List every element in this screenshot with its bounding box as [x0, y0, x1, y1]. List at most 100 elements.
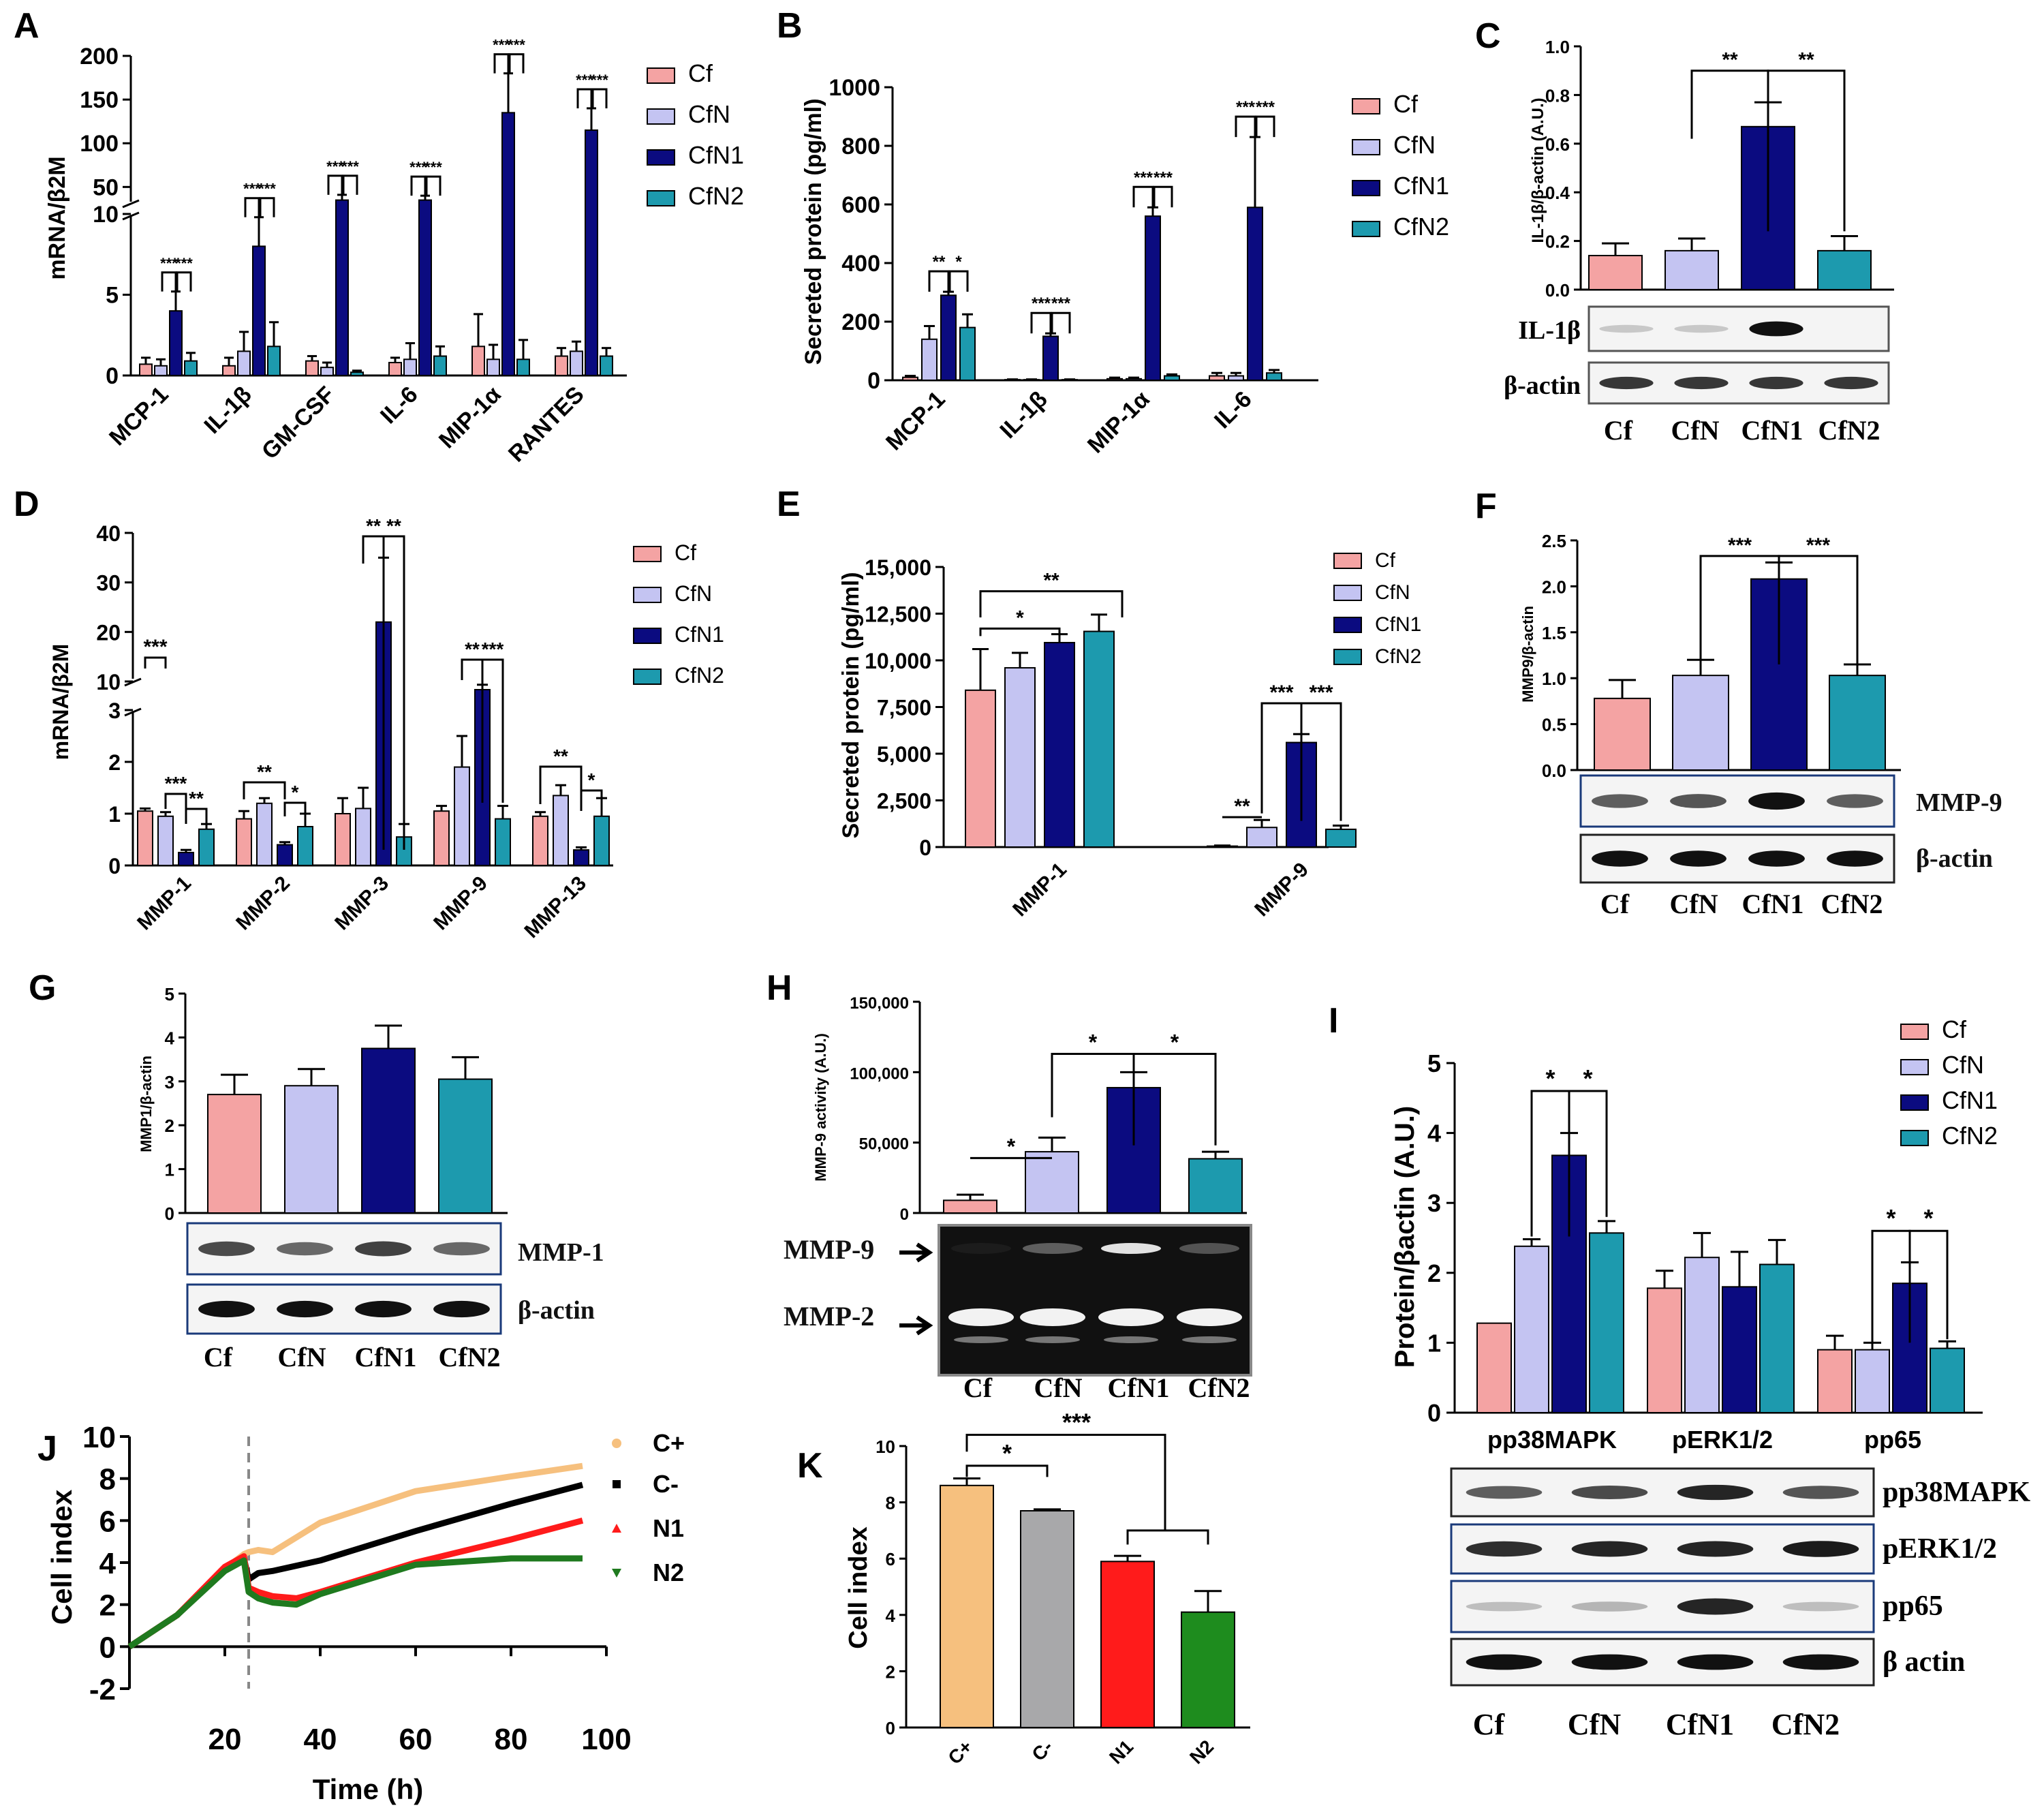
blot-mmp9: [1579, 774, 1895, 828]
legend-label-Cf: Cf: [1942, 1015, 1967, 1043]
significance-star: ***: [1256, 98, 1275, 117]
y-tick-label: 1: [1427, 1329, 1441, 1357]
y-tick-label: 5: [165, 984, 174, 1004]
significance-bracket: **: [539, 746, 583, 804]
y-tick-label: 200: [80, 44, 119, 70]
significance-star: **: [1043, 570, 1059, 592]
blot-column-label: CfN1: [1741, 889, 1803, 919]
y-tick-label: 40: [96, 521, 121, 546]
bar-CfN2: [1325, 828, 1357, 848]
gel-band-faint: [1104, 1336, 1158, 1343]
y-axis-title: IL-1β/β-actin (A.U.): [1529, 97, 1547, 243]
panel-G: 0 1 2 3 4 5 MMP1/β-actin MMP-1 β-actin Cf CfN CfN1 C…: [138, 984, 604, 1372]
y-tick-label: 100: [80, 131, 119, 157]
significance-bracket: ***: [143, 636, 168, 669]
significance-star: ***: [409, 159, 427, 176]
bar-CfN1: [169, 310, 183, 377]
y-tick-label: 5,000: [877, 742, 931, 767]
bar-CfN1: [361, 1047, 416, 1214]
bar-N1: [1100, 1561, 1155, 1729]
x-tick-label: IL-1β: [995, 386, 1052, 444]
error-bar: [269, 321, 279, 347]
blot-membrane: [1450, 1580, 1875, 1633]
gel-band-faint: [954, 1336, 1008, 1343]
bar-CfN: [256, 802, 273, 867]
error-bar: [957, 1193, 984, 1201]
significance-bracket: ***: [1051, 294, 1071, 334]
bar-CfN: [553, 795, 569, 867]
y-tick-label: 6: [886, 1549, 895, 1569]
panel-A: 051050100150200mRNA/β2MMCP-1******IL-1β*…: [44, 37, 744, 467]
blot-band: [1571, 1541, 1648, 1557]
significance-star: ***: [258, 181, 276, 198]
significance-bracket: *: [1908, 1204, 1949, 1340]
line-series-N2: [127, 1555, 583, 1650]
blot-band: [1571, 1486, 1648, 1499]
error-bar: [186, 352, 196, 361]
significance-star: ***: [143, 636, 167, 658]
significance-bracket: ***: [1030, 294, 1052, 334]
blot-band: [355, 1241, 412, 1257]
significance-bracket-line: [979, 590, 1124, 617]
y-axis-title: Cell index: [46, 1489, 78, 1625]
error-bar: [358, 786, 369, 809]
bar-CfN2: [350, 371, 364, 377]
bar-CfN1: [585, 129, 598, 376]
error-bar: [1333, 824, 1349, 829]
significance-bracket-line: [382, 535, 405, 850]
error-bar: [576, 846, 587, 850]
significance-star: ***: [1309, 681, 1333, 704]
y-tick-label: 0.0: [1545, 280, 1570, 301]
error-bar: [141, 356, 151, 365]
error-bar: [375, 1024, 402, 1049]
significance-bracket-line: [283, 801, 307, 816]
significance-star: ***: [1062, 1408, 1091, 1436]
bar-Cf: [139, 363, 153, 376]
blot-column-label: CfN: [1034, 1372, 1082, 1403]
blot-label: β-actin: [1504, 371, 1581, 400]
y-axis-title: MMP9/β-actin: [1519, 606, 1536, 703]
y-tick-label: 3: [1427, 1189, 1441, 1217]
bar-CfN: [1126, 378, 1142, 381]
x-tick-label: pp65: [1864, 1426, 1921, 1454]
y-tick-label: 2: [1427, 1259, 1441, 1287]
significance-star: **: [933, 253, 946, 271]
legend-swatch-CfN: [1900, 1059, 1929, 1075]
blot-band: [277, 1242, 333, 1256]
blot-column-label: CfN1: [1666, 1708, 1734, 1741]
error-bar: [337, 797, 348, 814]
bar-CfN: [1684, 1257, 1720, 1414]
blot-actin: [1450, 1638, 1875, 1687]
x-tick-label: 40: [304, 1723, 337, 1756]
blot-label: pp38MAPK: [1883, 1477, 2030, 1508]
y-tick-label: 6: [99, 1505, 116, 1538]
legend-swatch-CfN: [633, 587, 662, 603]
bar-CfN2: [198, 828, 215, 867]
blot-column-label: Cf: [1604, 415, 1633, 446]
y-tick-label: 5: [1427, 1049, 1441, 1077]
error-bar: [1012, 651, 1028, 668]
bar-CfN2: [433, 355, 447, 376]
y-tick-label: 0: [106, 363, 119, 389]
significance-star: **: [366, 515, 381, 536]
y-tick-label: 10: [96, 670, 121, 694]
significance-star: *: [1886, 1204, 1895, 1232]
bar-CfN2: [1759, 1263, 1795, 1414]
panel-letter-F: F: [1475, 487, 1497, 526]
y-tick-label: 2: [886, 1661, 895, 1682]
significance-bracket: **: [1690, 49, 1769, 139]
y-tick-label: 0: [1427, 1399, 1441, 1427]
bar-CfN2: [1589, 1232, 1624, 1413]
bar-Cf: [902, 376, 918, 382]
gel-band-mmp9: [1101, 1243, 1161, 1254]
blot-band: [1466, 1654, 1543, 1670]
y-tick-label: 2: [99, 1589, 116, 1623]
blot-band: [1571, 1654, 1648, 1670]
bar-Cf: [335, 813, 351, 866]
y-tick-label: 2: [108, 750, 121, 775]
error-bar: [1831, 234, 1858, 251]
significance-bracket-line: [1030, 311, 1052, 334]
bar-CfN: [921, 338, 938, 381]
x-tick-label: MMP-1: [1008, 859, 1071, 921]
x-tick-label: IL-6: [1209, 386, 1257, 434]
